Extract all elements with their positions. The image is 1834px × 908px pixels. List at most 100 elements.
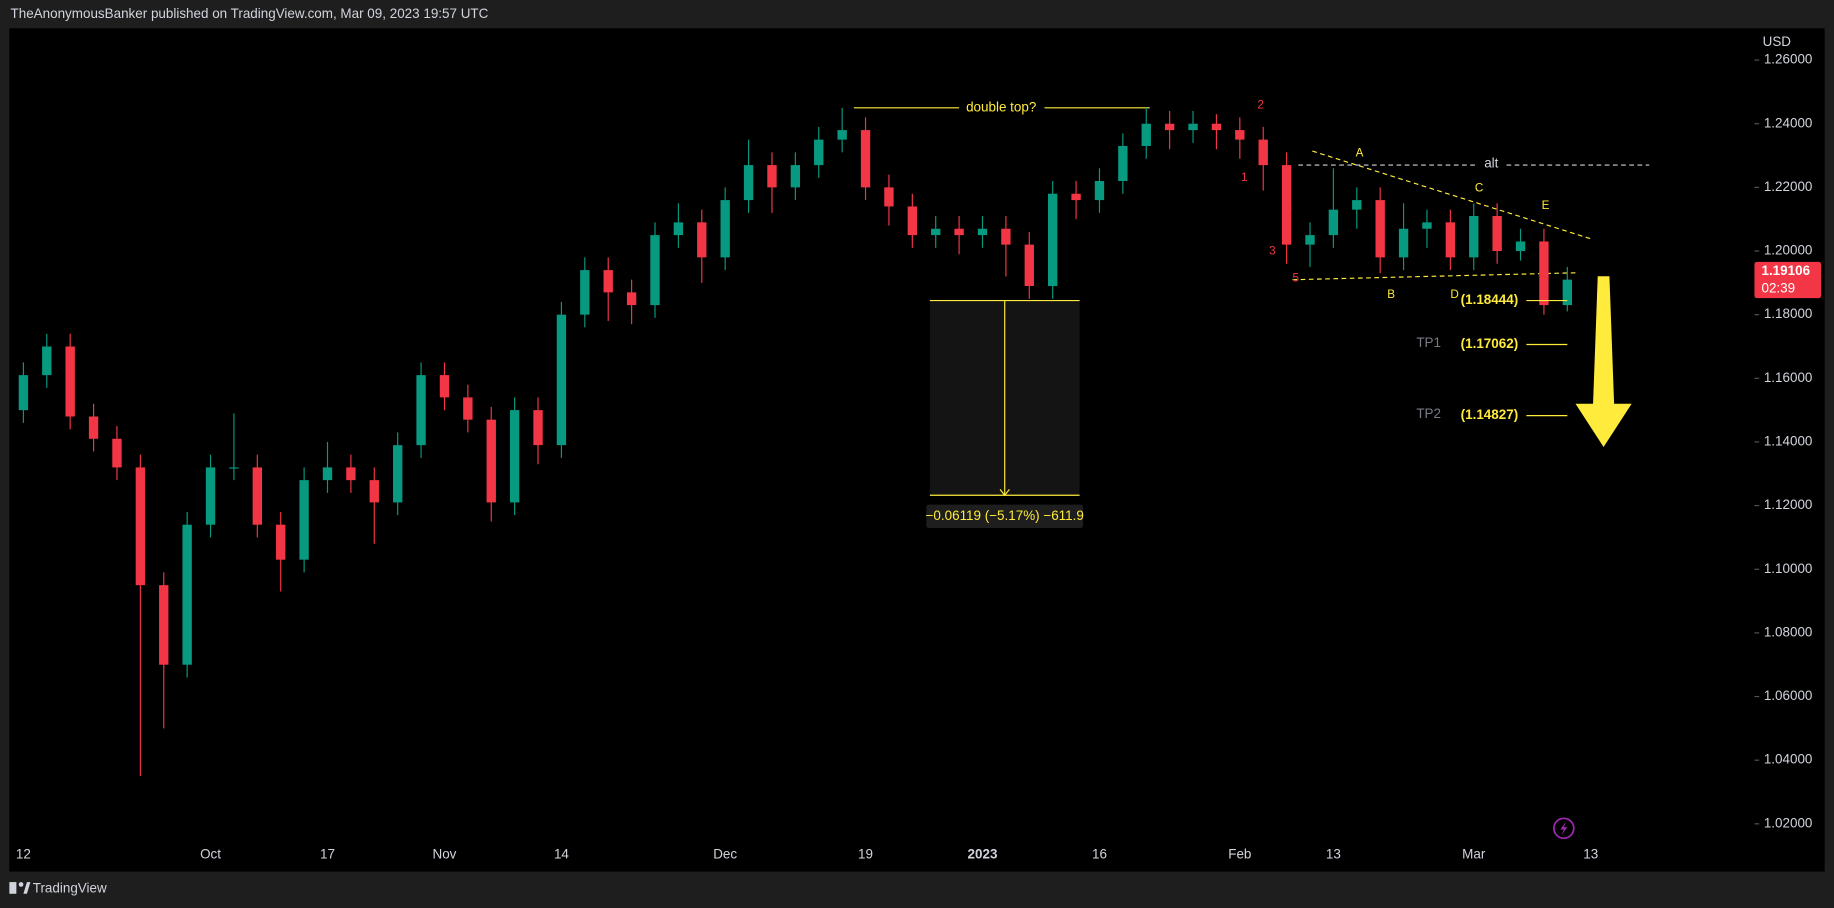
- candle-body: [1469, 216, 1479, 258]
- x-tick-label: 13: [1326, 847, 1341, 862]
- candle-body: [393, 445, 403, 503]
- y-tick-label: 1.16000: [1764, 370, 1813, 385]
- candle-body: [88, 416, 99, 439]
- candle-body: [860, 130, 871, 188]
- candle-body: [931, 228, 941, 236]
- candle-body: [650, 235, 660, 306]
- candle-body: [1258, 139, 1268, 166]
- logo: [9, 882, 17, 894]
- candle-body: [1515, 241, 1526, 252]
- x-tick-label: Mar: [1462, 847, 1486, 862]
- y-tick-label: 1.18000: [1764, 306, 1813, 321]
- footer: TradingView: [33, 881, 107, 896]
- triangle-line: [1292, 272, 1580, 281]
- candle-body: [603, 270, 613, 293]
- candle-body: [580, 270, 590, 315]
- header: TheAnonymousBanker published on TradingV…: [11, 6, 489, 21]
- y-tick-label: 1.06000: [1764, 688, 1813, 703]
- y-tick-label: 1.08000: [1764, 624, 1813, 639]
- level-label: (1.17062): [1461, 336, 1519, 351]
- candle-body: [977, 228, 988, 236]
- candle-body: [42, 346, 52, 376]
- x-tick-label: Nov: [433, 847, 457, 862]
- candle-body: [1281, 165, 1292, 245]
- y-tick-label: 1.02000: [1764, 815, 1813, 830]
- candle-body: [439, 375, 450, 398]
- x-tick-label: 17: [320, 847, 335, 862]
- candle-body: [533, 410, 543, 446]
- candle-body: [1188, 123, 1198, 131]
- candle-body: [135, 467, 146, 586]
- wave-label: 5: [1292, 272, 1299, 285]
- wave-label: B: [1387, 288, 1395, 301]
- candle-body: [1071, 193, 1081, 201]
- level-name: TP1: [1416, 335, 1441, 350]
- logo: [23, 882, 31, 894]
- candle-body: [1235, 130, 1245, 140]
- candle-body: [1539, 241, 1549, 306]
- candle-body: [907, 206, 917, 236]
- y-tick-label: 1.22000: [1764, 179, 1813, 194]
- y-axis-label: USD: [1763, 34, 1792, 49]
- y-tick-label: 1.14000: [1764, 433, 1813, 448]
- candle-body: [276, 524, 286, 560]
- x-tick-label: 14: [554, 847, 569, 862]
- last-price-tag: [1754, 261, 1822, 299]
- candle-body: [486, 419, 496, 503]
- candle-body: [322, 467, 333, 481]
- candle-body: [1352, 200, 1362, 210]
- candle-body: [299, 480, 309, 560]
- candle-body: [1422, 222, 1432, 229]
- candle-body: [954, 228, 964, 236]
- candle-body: [626, 292, 637, 306]
- candle-body: [1375, 200, 1385, 258]
- candle-body: [884, 187, 894, 207]
- y-tick-label: 1.24000: [1764, 115, 1813, 130]
- candle-body: [697, 222, 707, 258]
- x-tick-label: 12: [16, 847, 31, 862]
- candle-body: [1118, 145, 1128, 182]
- wave-label: 3: [1269, 245, 1276, 258]
- candle-body: [205, 467, 216, 525]
- candle-body: [1164, 123, 1175, 131]
- candle-body: [416, 375, 426, 446]
- wave-label: 2: [1257, 99, 1264, 112]
- candle-body: [346, 467, 356, 481]
- y-tick-label: 1.10000: [1764, 561, 1813, 576]
- candle-body: [509, 410, 520, 503]
- candle-body: [182, 524, 192, 665]
- measure-arrowhead: [999, 489, 1010, 497]
- x-tick-label: 19: [858, 847, 873, 862]
- candle-body: [556, 314, 567, 446]
- plot-area: [9, 28, 1825, 872]
- level-label: (1.18444): [1461, 292, 1519, 307]
- candle-body: [673, 222, 684, 236]
- x-tick-label: Feb: [1228, 847, 1251, 862]
- y-tick-label: 1.26000: [1764, 52, 1813, 67]
- wave-label: C: [1475, 182, 1483, 195]
- candle-body: [743, 165, 754, 201]
- candle-body: [1141, 123, 1151, 146]
- candle-body: [767, 165, 777, 188]
- candle-body: [112, 438, 122, 468]
- countdown: 02:39: [1761, 280, 1795, 295]
- candle-body: [814, 139, 824, 166]
- candle-body: [159, 585, 169, 665]
- y-tick-label: 1.20000: [1764, 243, 1813, 258]
- measure-label-box: [926, 504, 1084, 529]
- y-tick-label: 1.12000: [1764, 497, 1813, 512]
- last-price: 1.19106: [1761, 263, 1810, 278]
- alert-icon[interactable]: [1552, 817, 1575, 840]
- x-tick-label: Dec: [713, 847, 737, 862]
- candle-body: [369, 480, 379, 503]
- down-arrow: [1575, 276, 1632, 447]
- x-tick-label: 16: [1092, 847, 1107, 862]
- candle-body: [463, 397, 473, 420]
- candle-body: [229, 467, 239, 469]
- candle-body: [1048, 193, 1058, 287]
- candle-body: [1001, 228, 1011, 245]
- annotation: alt: [1484, 155, 1498, 170]
- candle-body: [1492, 216, 1502, 252]
- candle-body: [1305, 235, 1315, 245]
